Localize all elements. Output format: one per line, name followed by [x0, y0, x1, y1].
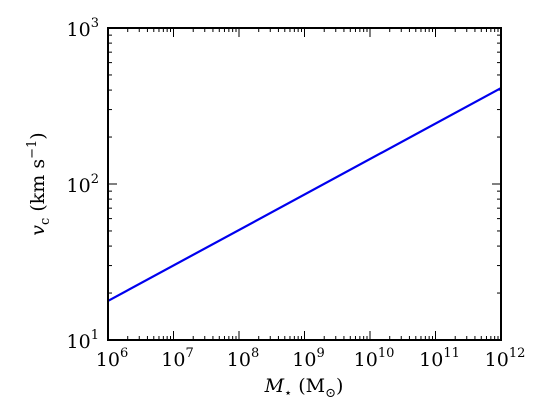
x-axis-var: M [264, 375, 285, 397]
x-tick-label: 107 [161, 346, 193, 371]
x-tick-label: 1012 [485, 346, 526, 371]
tick-marks [107, 27, 502, 341]
x-tick-label: 106 [96, 346, 128, 371]
plot-frame [107, 27, 502, 341]
x-axis-var-sub: ⋆ [284, 386, 292, 401]
y-axis-var: v [27, 225, 49, 236]
y-axis-var-sub: c [38, 218, 53, 225]
x-axis-unit-sub: ⊙ [325, 386, 336, 401]
y-tick-label: 103 [67, 16, 99, 41]
y-tick-label: 102 [67, 172, 99, 197]
x-tick-label: 1010 [354, 346, 395, 371]
x-axis-title: M⋆ (M⊙) [264, 375, 344, 401]
y-tick-label: 101 [67, 328, 99, 353]
y-axis-title: vc (km s−1) [25, 132, 53, 235]
x-axis-unit: (M [292, 375, 325, 397]
series-layer [107, 87, 502, 302]
x-tick-label: 1011 [419, 346, 460, 371]
x-axis-unit-close: ) [336, 375, 343, 397]
y-axis-unit-exp: −1 [25, 140, 40, 159]
y-axis-unit-close: ) [27, 132, 49, 139]
series-line-0 [107, 87, 502, 302]
y-tick-labels: 101 102 103 [67, 16, 99, 353]
x-tick-label: 109 [292, 346, 324, 371]
y-axis-unit: (km s [27, 159, 49, 218]
x-tick-label: 108 [227, 346, 259, 371]
x-tick-labels: 106 107 108 109 1010 1011 1012 [96, 346, 526, 371]
